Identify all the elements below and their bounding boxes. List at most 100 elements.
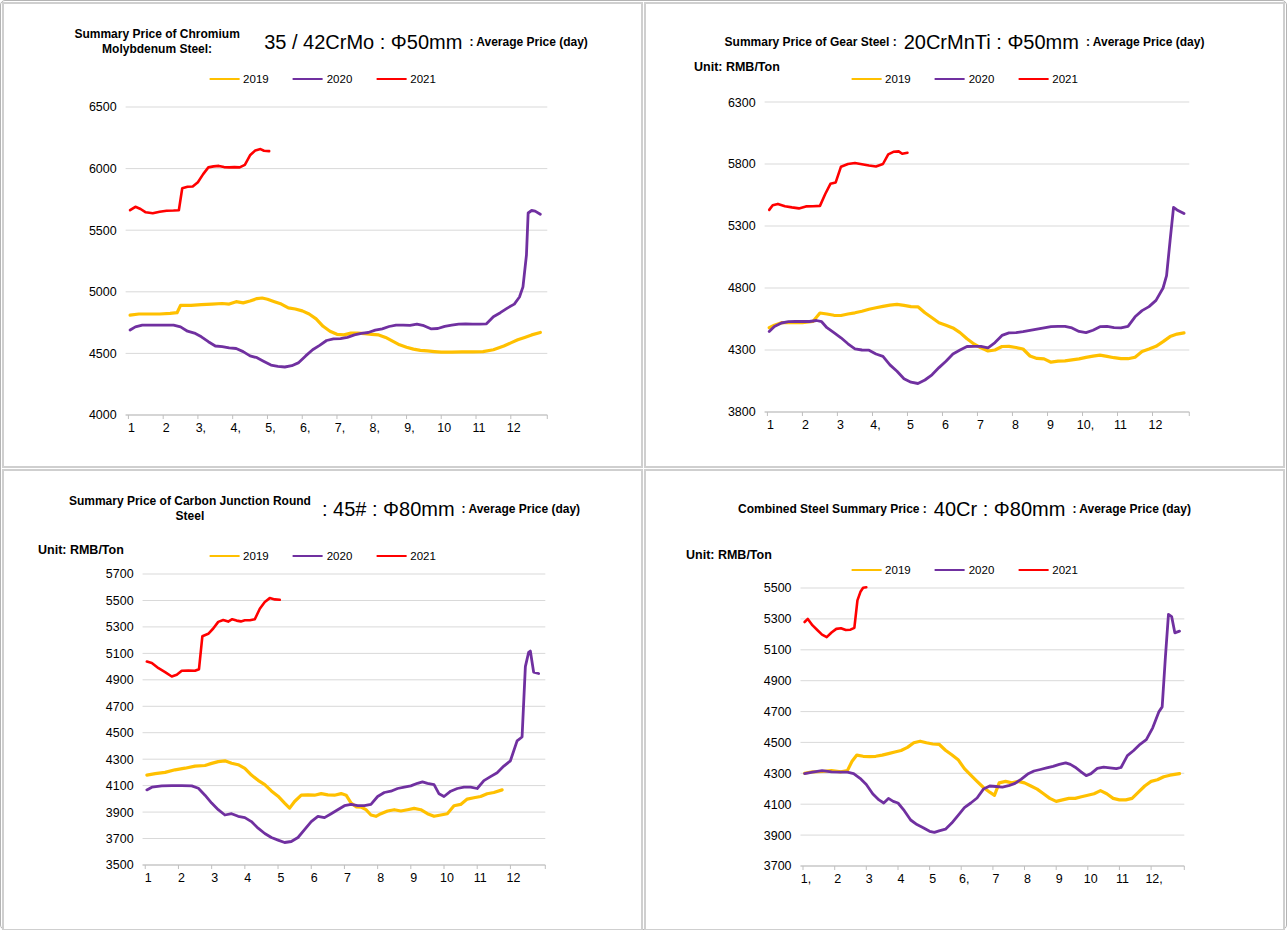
svg-text:2: 2 <box>834 872 841 886</box>
svg-text:5300: 5300 <box>728 219 756 233</box>
svg-text:3700: 3700 <box>764 859 792 873</box>
svg-text:4100: 4100 <box>106 779 134 793</box>
legend-label: 2021 <box>1052 73 1078 85</box>
legend-line-icon <box>209 555 239 557</box>
legend-item-2021: 2021 <box>376 550 436 562</box>
price-chart-svg: 5700550053005100490047004500430041003900… <box>4 563 641 930</box>
svg-text:9: 9 <box>1056 872 1063 886</box>
svg-text:1: 1 <box>145 871 152 885</box>
svg-text:9: 9 <box>410 871 417 885</box>
chart-title-suffix: : Average Price (day) <box>462 502 581 517</box>
chart-title-main: : 45# : Φ80mm <box>322 498 455 521</box>
svg-text:12: 12 <box>506 871 520 885</box>
price-chart-svg: 5500530051004900470045004300410039003700… <box>646 563 1283 930</box>
chart-title: Summary Price of Chromium Molybdenum Ste… <box>4 4 641 68</box>
svg-text:8: 8 <box>1012 418 1019 432</box>
svg-text:6,: 6, <box>959 872 969 886</box>
legend-line-icon <box>376 78 406 80</box>
legend-label: 2020 <box>969 73 995 85</box>
legend-item-2019: 2019 <box>209 550 269 562</box>
svg-text:3800: 3800 <box>728 405 756 419</box>
legend-line-icon <box>1018 78 1048 80</box>
steel-price-dashboard: Summary Price of Chromium Molybdenum Ste… <box>0 0 1287 930</box>
svg-text:4: 4 <box>244 871 251 885</box>
chart-panel-carbon-junction: Summary Price of Carbon Junction Round S… <box>2 469 643 930</box>
svg-text:6,: 6, <box>300 421 310 435</box>
svg-text:3500: 3500 <box>106 858 134 872</box>
chart-title-suffix: : Average Price (day) <box>1072 502 1191 517</box>
legend-label: 2020 <box>327 73 353 85</box>
legend-item-2021: 2021 <box>376 73 436 85</box>
svg-text:1: 1 <box>128 421 135 435</box>
chart-title-suffix: : Average Price (day) <box>469 35 588 50</box>
chart-title: Combined Steel Summary Price : 40Cr : Φ8… <box>646 471 1283 535</box>
legend-line-icon <box>376 555 406 557</box>
chart-title: Summary Price of Gear Steel : 20CrMnTi :… <box>646 4 1283 68</box>
legend-item-2021: 2021 <box>1018 73 1078 85</box>
svg-text:4,: 4, <box>230 421 240 435</box>
chart-panel-combined-steel: Combined Steel Summary Price : 40Cr : Φ8… <box>644 469 1285 930</box>
svg-text:5: 5 <box>278 871 285 885</box>
chart-title: Summary Price of Carbon Junction Round S… <box>4 471 641 535</box>
svg-text:7: 7 <box>344 871 351 885</box>
svg-text:3900: 3900 <box>106 806 134 820</box>
svg-text:4500: 4500 <box>106 726 134 740</box>
svg-text:6: 6 <box>942 418 949 432</box>
svg-text:4700: 4700 <box>106 700 134 714</box>
chart-title-prefix: Summary Price of Gear Steel : <box>725 35 897 50</box>
legend-line-icon <box>935 78 965 80</box>
svg-text:4500: 4500 <box>89 347 117 361</box>
svg-text:2: 2 <box>163 421 170 435</box>
svg-text:5500: 5500 <box>89 224 117 238</box>
svg-text:2: 2 <box>802 418 809 432</box>
svg-text:4000: 4000 <box>89 408 117 422</box>
legend-label: 2021 <box>410 73 436 85</box>
chart-title-prefix: Summary Price of Chromium Molybdenum Ste… <box>57 27 257 57</box>
svg-text:5,: 5, <box>265 421 275 435</box>
svg-text:5100: 5100 <box>106 647 134 661</box>
svg-text:4: 4 <box>898 872 905 886</box>
svg-text:5300: 5300 <box>764 612 792 626</box>
chart-title-main: 40Cr : Φ80mm <box>934 498 1066 521</box>
legend-label: 2021 <box>410 550 436 562</box>
svg-text:4300: 4300 <box>764 767 792 781</box>
legend-line-icon <box>851 78 881 80</box>
svg-text:3: 3 <box>866 872 873 886</box>
legend-line-icon <box>293 78 323 80</box>
svg-text:9,: 9, <box>404 421 414 435</box>
legend-item-2019: 2019 <box>209 73 269 85</box>
svg-text:4300: 4300 <box>728 343 756 357</box>
svg-text:4500: 4500 <box>764 736 792 750</box>
unit-label: Unit: RMB/Ton <box>694 60 780 74</box>
chart-title-suffix: : Average Price (day) <box>1086 35 1205 50</box>
svg-text:4700: 4700 <box>764 705 792 719</box>
unit-label: Unit: RMB/Ton <box>686 548 772 562</box>
svg-text:4900: 4900 <box>106 673 134 687</box>
svg-text:9: 9 <box>1047 418 1054 432</box>
svg-text:3: 3 <box>837 418 844 432</box>
svg-text:8,: 8, <box>370 421 380 435</box>
svg-text:5700: 5700 <box>106 567 134 581</box>
legend-label: 2019 <box>243 550 269 562</box>
chart-title-prefix: Combined Steel Summary Price : <box>738 502 927 517</box>
svg-text:5100: 5100 <box>764 643 792 657</box>
chart-legend: 2019 2020 2021 <box>209 73 436 85</box>
legend-label: 2019 <box>885 73 911 85</box>
svg-text:5500: 5500 <box>106 594 134 608</box>
unit-label: Unit: RMB/Ton <box>38 543 124 557</box>
svg-text:10: 10 <box>440 871 454 885</box>
legend-label: 2020 <box>327 550 353 562</box>
svg-text:6: 6 <box>311 871 318 885</box>
svg-text:1,: 1, <box>801 872 811 886</box>
svg-text:6500: 6500 <box>89 100 117 114</box>
legend-line-icon <box>209 78 239 80</box>
svg-text:6000: 6000 <box>89 162 117 176</box>
chart-title-main: 20CrMnTi : Φ50mm <box>904 31 1079 54</box>
svg-text:5: 5 <box>907 418 914 432</box>
svg-text:5300: 5300 <box>106 620 134 634</box>
svg-text:8: 8 <box>377 871 384 885</box>
svg-text:11: 11 <box>474 871 487 885</box>
chart-legend: 2019 2020 2021 <box>209 550 436 562</box>
svg-text:10,: 10, <box>1077 418 1094 432</box>
chart-title-main: 35 / 42CrMo : Φ50mm <box>264 31 462 54</box>
